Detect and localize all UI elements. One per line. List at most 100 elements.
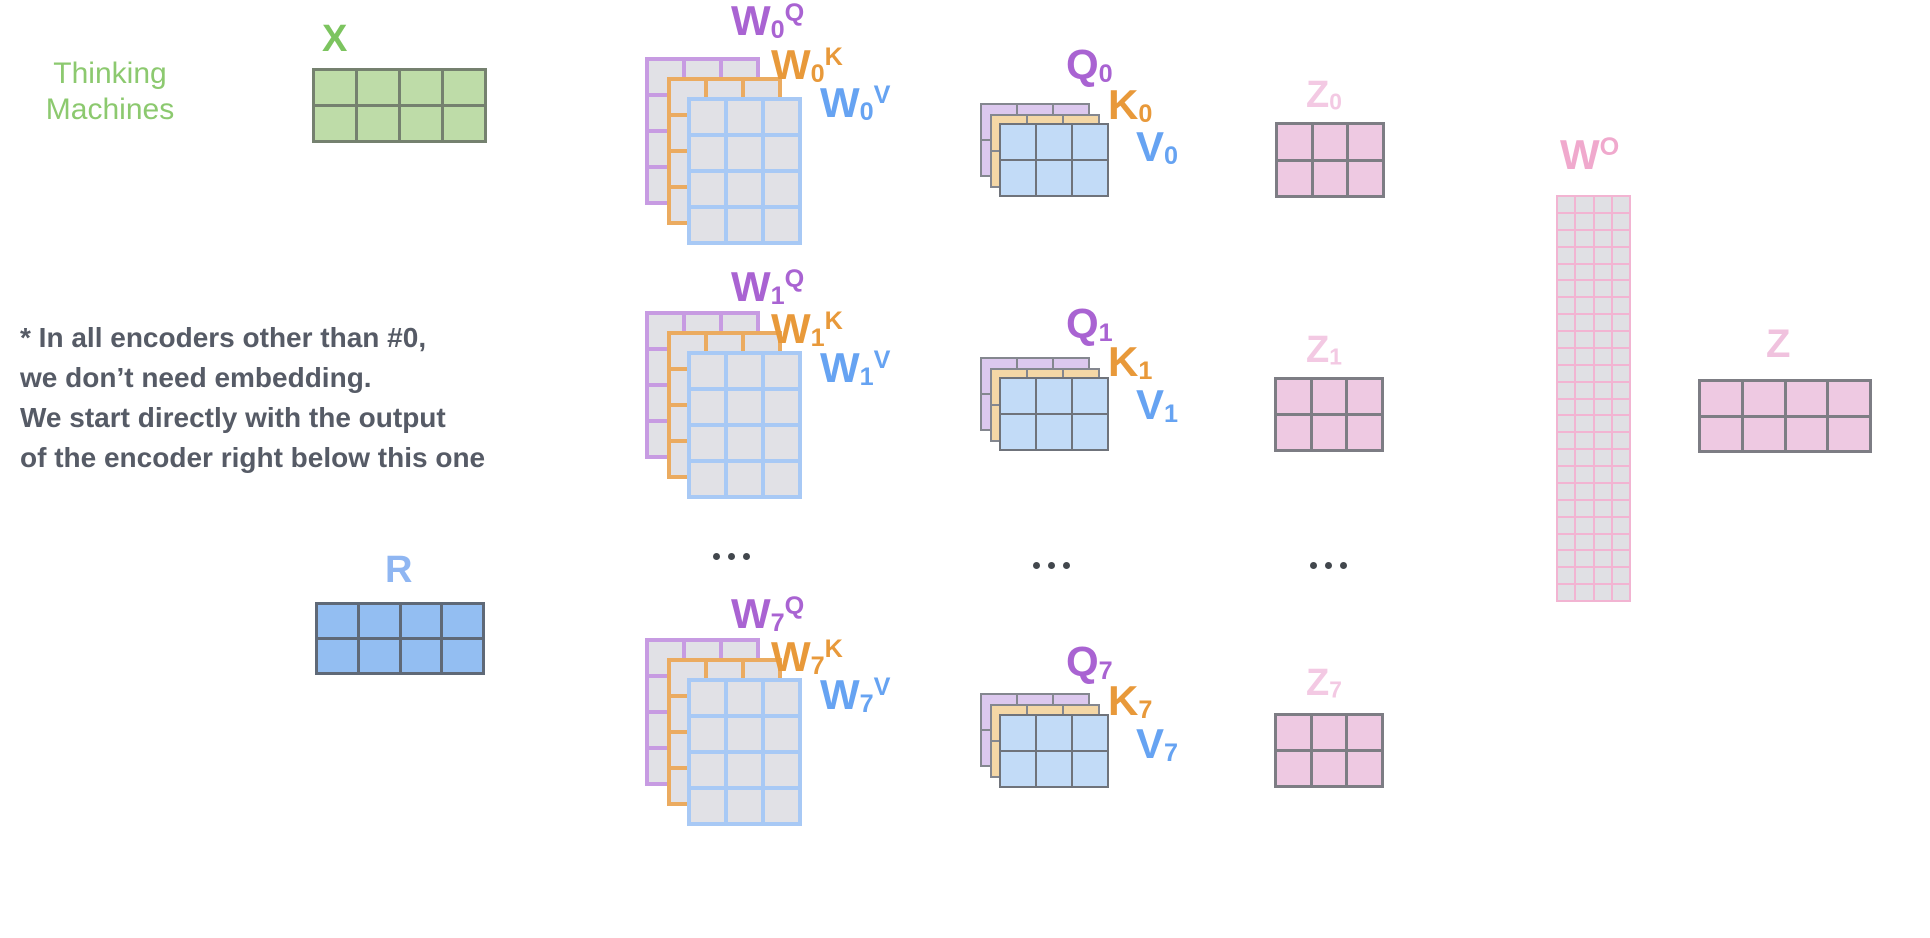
label-main: W	[820, 671, 860, 718]
matrix-cell	[1612, 315, 1629, 330]
matrix-cell	[1348, 380, 1381, 413]
matrix-cell	[1594, 348, 1611, 364]
w7k-label: W7K	[771, 636, 843, 679]
ellipsis-qkv-column	[1033, 562, 1070, 569]
matrix-cell	[691, 173, 724, 205]
matrix-cell	[1576, 315, 1593, 330]
matrix-cell	[728, 427, 761, 459]
matrix-cell	[318, 640, 357, 672]
matrix-cell	[1594, 365, 1611, 381]
label-main: Q	[1066, 638, 1099, 685]
ellipsis-dot	[1325, 562, 1332, 569]
matrix-cell	[1558, 197, 1575, 212]
matrix-cell	[1558, 365, 1575, 381]
w1k-label: W1K	[771, 308, 843, 351]
matrix-cell	[728, 137, 761, 169]
matrix-cell	[1558, 332, 1575, 347]
matrix-cell	[1612, 281, 1629, 297]
matrix-cell	[1277, 380, 1310, 413]
matrix-cell	[359, 640, 399, 672]
matrix-cell	[1612, 365, 1629, 381]
matrix-cell	[1743, 382, 1784, 415]
matrix-cell	[1558, 450, 1575, 465]
matrix-cell	[1594, 483, 1611, 499]
label-main: V	[1136, 720, 1165, 767]
w1-v-matrix	[687, 351, 802, 499]
matrix-cell	[1558, 315, 1575, 330]
label-main: W	[1560, 131, 1600, 178]
matrix-cell	[1612, 450, 1629, 465]
label-subscript: 7	[859, 690, 874, 719]
matrix-cell	[1576, 568, 1593, 584]
matrix-cell	[1576, 382, 1593, 398]
encoder-footnote: * In all encoders other than #0, we don’…	[20, 318, 485, 478]
matrix-cell	[1037, 379, 1071, 413]
label-subscript: 7	[1098, 657, 1113, 686]
ellipsis-dot	[1340, 562, 1347, 569]
matrix-cell	[1594, 500, 1611, 516]
matrix-cell	[1558, 399, 1575, 415]
label-subscript: 0	[1164, 142, 1179, 171]
matrix-cell	[1348, 716, 1381, 749]
matrix-cell	[1001, 161, 1035, 195]
matrix-cell	[1612, 382, 1629, 398]
label-main: R	[385, 549, 413, 591]
matrix-cell	[1001, 752, 1035, 786]
z1-label: Z1	[1306, 331, 1342, 369]
matrix-cell	[444, 107, 484, 140]
matrix-cell	[1594, 230, 1611, 246]
matrix-cell	[691, 754, 724, 786]
matrix-cell	[1312, 416, 1346, 449]
matrix-cell	[1612, 332, 1629, 347]
matrix-cell	[1348, 752, 1381, 785]
matrix-cell	[1576, 500, 1593, 516]
z1-matrix	[1274, 377, 1384, 452]
matrix-cell	[1558, 517, 1575, 533]
matrix-cell	[1037, 415, 1071, 449]
label-superscript: V	[873, 346, 891, 375]
matrix-cell	[1612, 264, 1629, 280]
matrix-cell	[728, 790, 761, 822]
z7-matrix	[1274, 713, 1384, 788]
matrix-cell	[1612, 298, 1629, 314]
label-main: W	[771, 305, 811, 352]
ellipsis-w-column	[713, 553, 750, 560]
matrix-cell	[1576, 467, 1593, 482]
label-main: Q	[1066, 41, 1099, 88]
matrix-cell	[1576, 332, 1593, 347]
label-subscript: 1	[1329, 343, 1342, 370]
label-superscript: O	[1599, 133, 1620, 162]
matrix-cell	[444, 71, 484, 104]
matrix-cell	[1073, 379, 1107, 413]
label-subscript: 1	[859, 363, 874, 392]
matrix-cell	[1594, 416, 1611, 432]
matrix-cell	[1576, 281, 1593, 297]
matrix-cell	[1558, 500, 1575, 516]
matrix-cell	[1594, 247, 1611, 263]
matrix-cell	[401, 107, 441, 140]
label-main: K	[1108, 677, 1139, 724]
v1-matrix	[999, 377, 1109, 451]
w1v-label: W1V	[820, 347, 890, 390]
matrix-cell	[728, 391, 761, 423]
label-main: W	[820, 344, 860, 391]
matrix-cell	[1576, 365, 1593, 381]
matrix-cell	[1701, 382, 1741, 415]
matrix-cell	[1594, 298, 1611, 314]
matrix-cell	[1612, 399, 1629, 415]
matrix-cell	[1558, 551, 1575, 567]
matrix-cell	[1558, 298, 1575, 314]
matrix-cell	[1278, 125, 1311, 159]
label-subscript: 7	[1138, 696, 1153, 725]
matrix-cell	[1001, 125, 1035, 159]
matrix-cell	[728, 355, 761, 387]
w7v-label: W7V	[820, 674, 890, 717]
matrix-cell	[1073, 415, 1107, 449]
label-subscript: 0	[1138, 100, 1153, 129]
matrix-cell	[358, 71, 398, 104]
matrix-cell	[691, 718, 724, 750]
label-subscript: 1	[770, 282, 785, 311]
matrix-cell	[1001, 716, 1035, 750]
matrix-cell	[1558, 585, 1575, 600]
